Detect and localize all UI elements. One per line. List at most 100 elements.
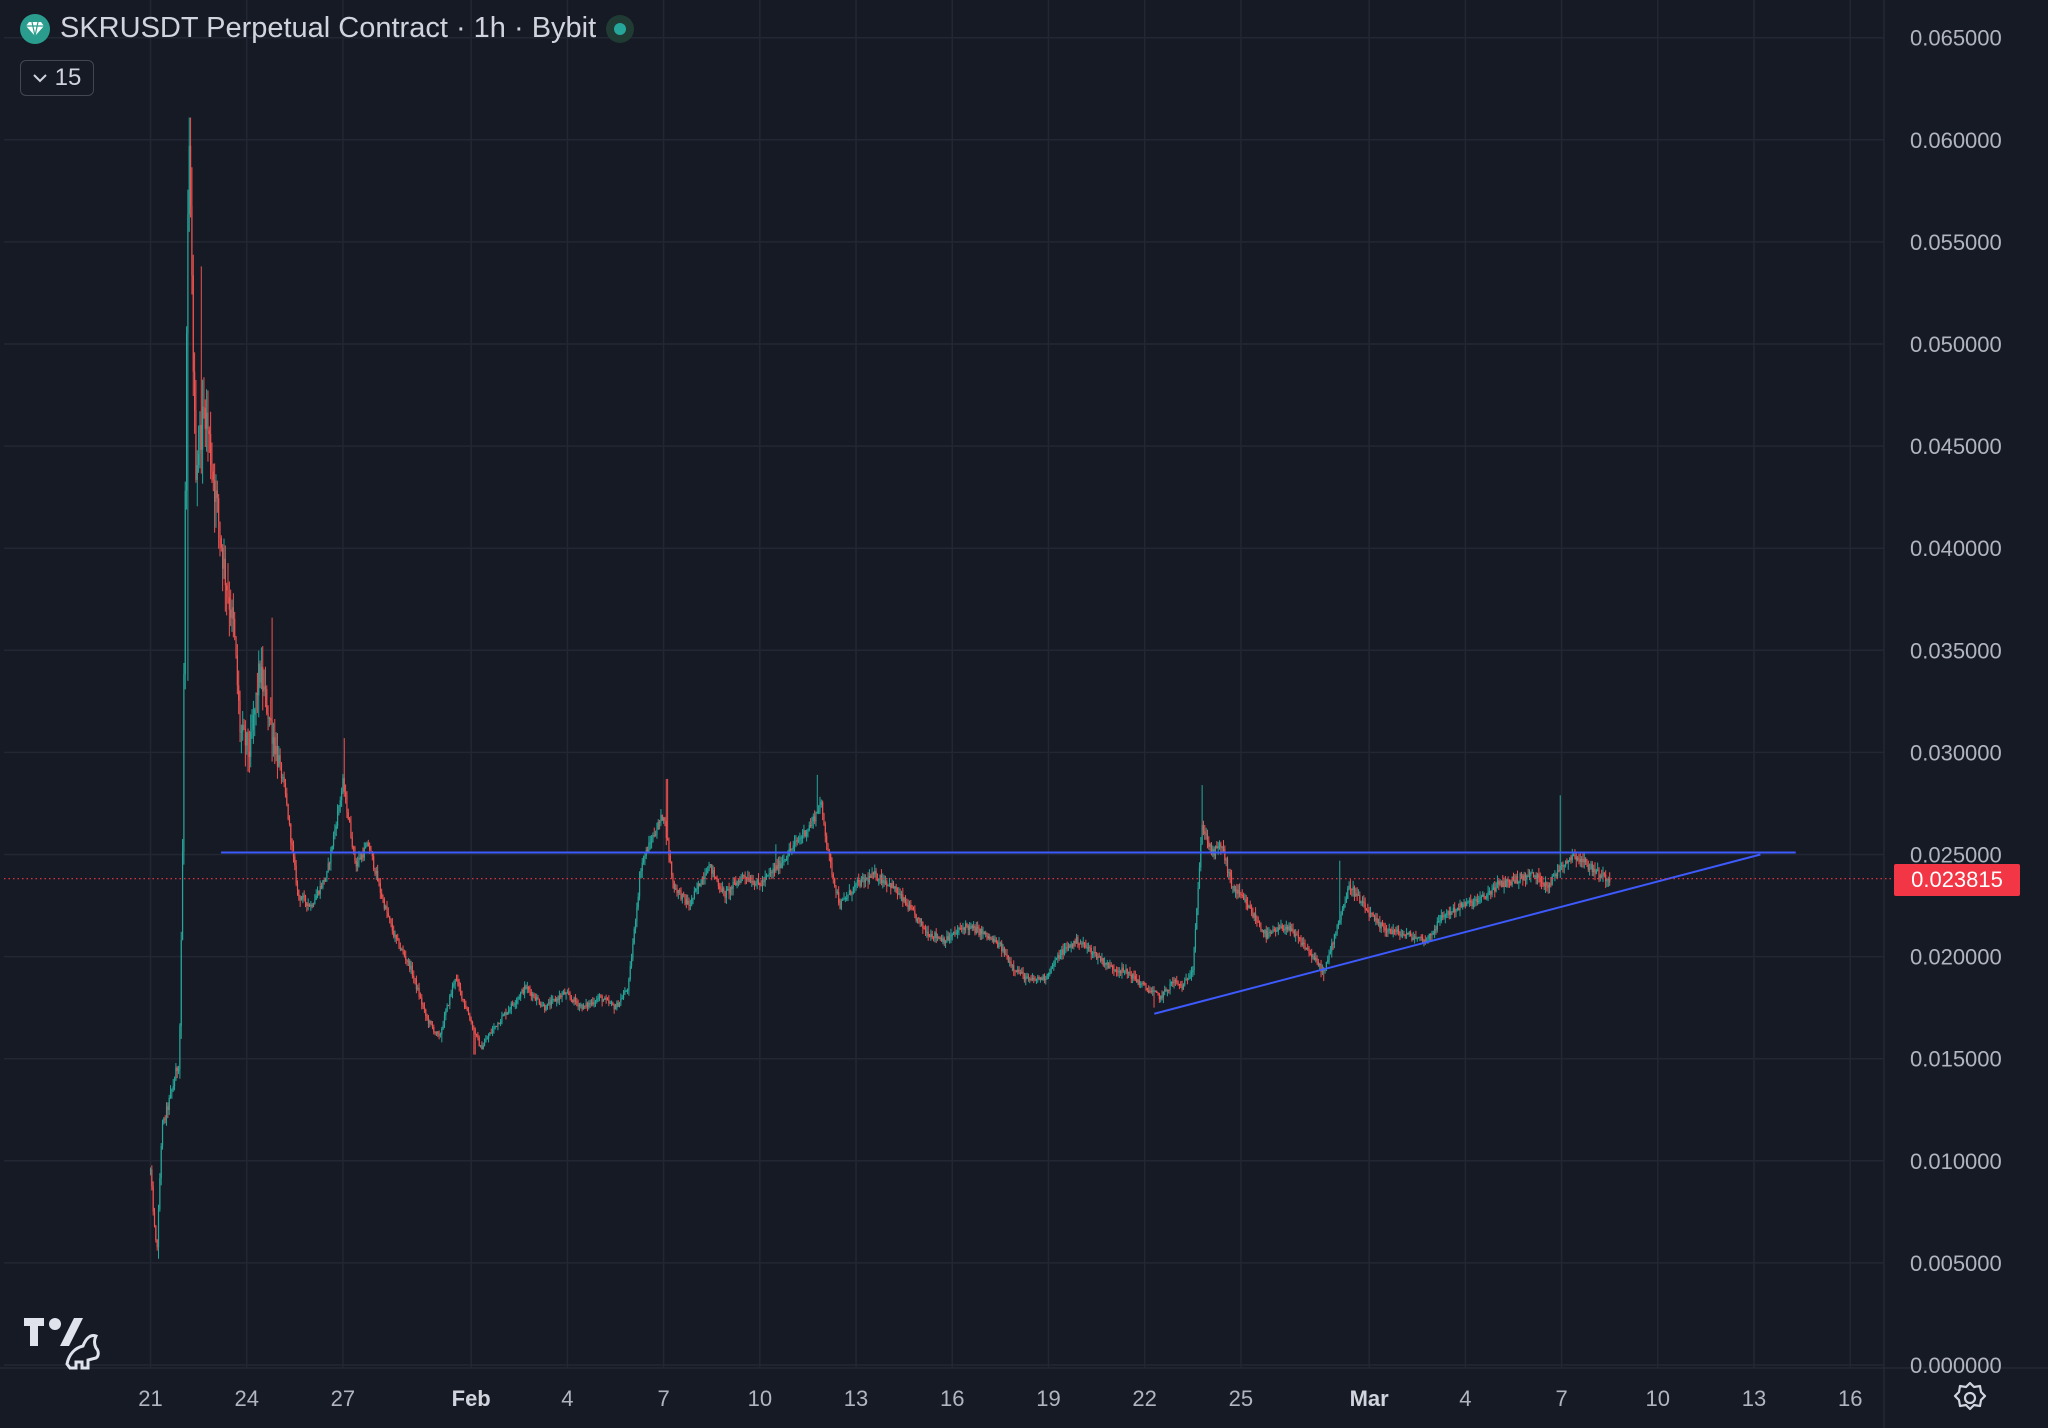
candle-body (1079, 943, 1082, 945)
candle-body (434, 1032, 436, 1034)
candle-body (1042, 974, 1044, 980)
candle-body (772, 868, 774, 873)
candle-body (366, 842, 368, 847)
candle-body (801, 835, 804, 838)
candle-body (1393, 930, 1396, 932)
candle-body (1422, 937, 1424, 942)
market-open-dot-icon[interactable] (606, 14, 635, 43)
candle-body (1090, 947, 1092, 955)
candle-body (1144, 983, 1146, 985)
diamond-icon[interactable] (20, 13, 50, 44)
candle-body (459, 986, 462, 991)
symbol-title[interactable]: SKRUSDT Perpetual Contract · 1h · Bybit (60, 12, 597, 44)
candle-body (634, 921, 637, 929)
candle-body (655, 834, 657, 836)
candle-body (1001, 942, 1003, 951)
candle-body (271, 720, 273, 744)
candle-body (1095, 952, 1098, 959)
candle-body (1582, 858, 1584, 863)
candle-body (200, 424, 202, 450)
candle-body (867, 877, 869, 883)
candle-body (866, 877, 868, 879)
candle-body (1333, 934, 1336, 945)
indicator-collapse-button[interactable]: 15 (20, 60, 94, 96)
candle-body (1466, 901, 1468, 907)
gear-icon[interactable] (1952, 1380, 1988, 1416)
candle-body (568, 992, 570, 995)
candle-body (712, 870, 714, 874)
candle-body (479, 1045, 482, 1047)
candle-body (499, 1021, 502, 1025)
candle-body (383, 899, 385, 909)
candle-body (278, 755, 280, 767)
candle-body (1190, 972, 1193, 976)
candle-body (370, 849, 372, 852)
candle-body (572, 999, 574, 1003)
candle-body (944, 941, 947, 944)
candle-body (1197, 888, 1199, 909)
candle-body (1027, 976, 1030, 980)
candle-body (1496, 881, 1499, 884)
time-tick-label: 16 (1838, 1386, 1862, 1411)
candle-body (1359, 894, 1361, 903)
candle-body (1039, 977, 1042, 980)
candle-body (791, 848, 793, 850)
tradingview-logo-icon[interactable] (22, 1312, 102, 1372)
candle-body (291, 842, 293, 846)
time-axis[interactable]: 21 24 27 Feb 4 7 10 13 16 19 22 25 Mar 4 7 10 13 16 (138, 1386, 1862, 1411)
candle-body (1325, 962, 1327, 969)
candle-body (1267, 932, 1269, 939)
candle-body (1380, 923, 1382, 929)
candle-body (709, 864, 711, 866)
candle-body (323, 880, 325, 882)
candle-body (902, 894, 904, 902)
candle-body (779, 860, 781, 868)
ascending-trendline[interactable] (1154, 853, 1761, 1015)
candle-body (1010, 961, 1012, 967)
candle-body (1499, 880, 1501, 885)
candle-body (1200, 844, 1202, 868)
candle-body (1455, 910, 1457, 913)
candle-body (675, 888, 677, 890)
candle-body (181, 851, 184, 940)
candle-body (1337, 922, 1340, 926)
candle-body (1099, 957, 1102, 961)
candle-body (1353, 887, 1356, 897)
candle-body (1331, 943, 1333, 952)
candle-body (1450, 911, 1452, 915)
candle-body (1448, 910, 1450, 915)
candle-body (161, 1123, 164, 1146)
candle-body (1347, 888, 1349, 899)
candle-body (1579, 859, 1581, 862)
candle-body (1597, 869, 1599, 871)
candle-body (576, 1001, 578, 1003)
candle-body (1456, 907, 1458, 911)
candle-body (966, 923, 968, 927)
candle-body (987, 936, 989, 939)
candle-body (508, 1010, 510, 1013)
candle-body (620, 998, 622, 1003)
candle-body (581, 1004, 583, 1010)
candle-body (983, 931, 985, 935)
candle-body (1276, 931, 1278, 933)
candle-body (330, 849, 332, 864)
candle-body (395, 934, 397, 939)
candle-body (566, 992, 569, 994)
candle-body (835, 886, 837, 893)
candle-body (304, 896, 307, 903)
price-axis[interactable]: 0.065000 0.060000 0.055000 0.050000 0.045000… (1910, 26, 2002, 1378)
candle-body (952, 931, 955, 935)
candle-body (1431, 934, 1433, 936)
candle-body (1530, 872, 1532, 876)
candle-body (267, 713, 269, 720)
candle-body (744, 875, 746, 878)
candle-body (473, 1027, 475, 1029)
candle-body (1527, 875, 1529, 877)
candle-body (1292, 928, 1294, 931)
candle-body (478, 1037, 480, 1047)
candle-body (1209, 844, 1211, 847)
candle-body (602, 999, 605, 1002)
candle-body (860, 879, 862, 887)
candle-body (677, 890, 679, 893)
